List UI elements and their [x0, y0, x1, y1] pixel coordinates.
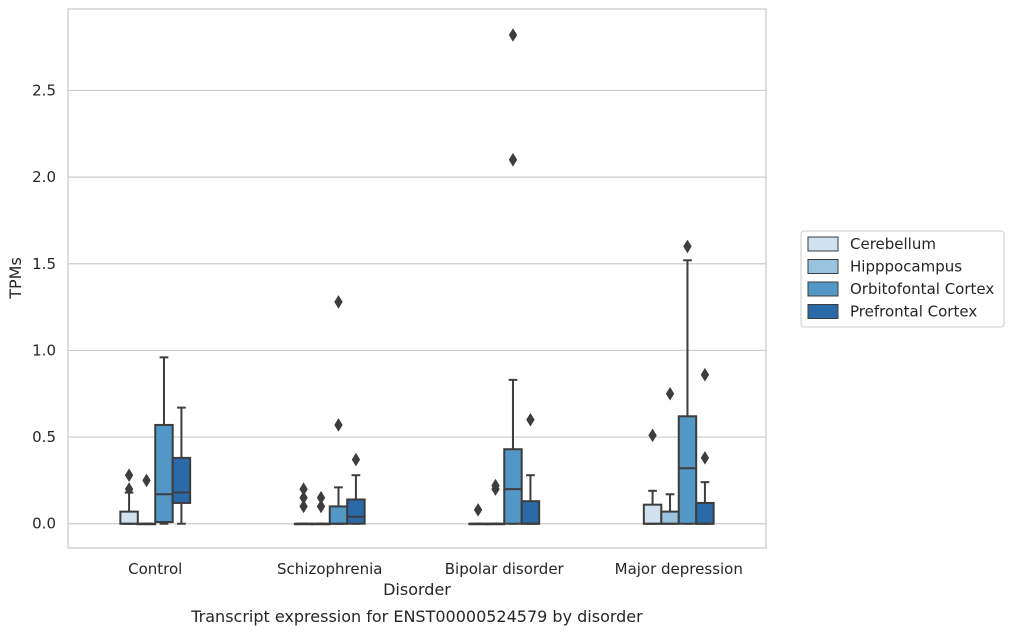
outlier-point: [508, 152, 518, 167]
y-tick-label: 2.0: [32, 168, 56, 186]
outlier-point: [334, 295, 343, 309]
legend-frame: [800, 230, 1005, 328]
plot-frame: [67, 8, 767, 549]
box-layer: [119, 28, 715, 526]
box-0-1: [136, 473, 157, 526]
legend-label: Prefrontal Cortex: [850, 303, 977, 321]
chart-caption: Transcript expression for ENST0000052457…: [190, 607, 643, 626]
outlier-point: [683, 239, 692, 254]
box-1-2: [328, 295, 349, 525]
outlier-point: [142, 473, 151, 488]
outlier-point: [526, 412, 535, 427]
box-3-2: [677, 239, 698, 525]
box-iqr: [328, 505, 349, 525]
box-0-2: [154, 356, 174, 525]
box-0-3: [171, 406, 192, 525]
x-tick-label: Schizophrenia: [277, 560, 382, 578]
box-1-0: [293, 482, 314, 526]
box-3-0: [642, 428, 663, 525]
outlier-point: [316, 490, 326, 505]
y-tick-label: 2.5: [32, 81, 56, 99]
box-iqr: [677, 415, 698, 525]
box-0-0: [119, 468, 139, 525]
outlier-point: [316, 499, 326, 514]
outlier-point: [351, 452, 361, 467]
box-3-3: [695, 367, 715, 525]
x-tick-label: Bipolar disorder: [445, 560, 565, 578]
legend-label: Hipppocampus: [850, 258, 962, 276]
outlier-point: [124, 482, 134, 496]
outlier-point: [508, 28, 518, 42]
outlier-point: [299, 482, 308, 496]
box-iqr: [119, 510, 139, 525]
x-tick-labels: Control Schizophrenia Bipolar disorder Majo…: [128, 560, 743, 578]
legend: Cerebellum Hipppocampus Orbitofontal Corte…: [800, 230, 1005, 328]
box-1-1: [311, 490, 331, 526]
box-iqr: [171, 456, 192, 504]
legend-swatch: [807, 236, 839, 252]
box-iqr: [520, 500, 541, 525]
outlier-point: [124, 468, 134, 483]
y-tick-label: 0.0: [32, 515, 56, 533]
box-1-3: [346, 452, 366, 525]
legend-swatch: [807, 259, 839, 274]
outlier-point: [700, 367, 710, 382]
legend-label: Orbitofontal Cortex: [850, 280, 994, 298]
box-iqr: [695, 501, 715, 525]
y-tick-label: 0.5: [32, 428, 56, 446]
legend-label: Cerebellum: [850, 235, 936, 253]
box-2-3: [520, 412, 541, 525]
y-tick-label: 1.0: [32, 341, 56, 359]
legend-swatch: [807, 281, 839, 297]
outlier-point: [491, 478, 500, 493]
y-tick-labels: 0.0 0.5 1.0 1.5 2.0 2.5: [32, 81, 56, 532]
outlier-point: [648, 428, 657, 443]
box-2-1: [485, 478, 506, 526]
x-axis-title: Disorder: [383, 580, 451, 599]
y-tick-label: 1.5: [32, 255, 56, 273]
outlier-point: [299, 490, 308, 505]
box-iqr: [346, 498, 366, 525]
legend-swatch: [807, 304, 839, 319]
box-iqr: [154, 423, 174, 524]
outlier-point: [473, 503, 483, 517]
x-tick-label: Major depression: [615, 560, 743, 578]
outlier-point: [334, 418, 343, 432]
y-axis-title: TPMs: [6, 257, 25, 300]
box-3-1: [660, 386, 680, 525]
x-tick-label: Control: [128, 560, 182, 578]
outlier-point: [299, 499, 308, 514]
box-iqr: [642, 503, 663, 525]
box-iqr: [503, 448, 523, 525]
box-2-0: [468, 503, 488, 526]
outlier-point: [665, 386, 675, 401]
box-2-2: [503, 28, 523, 525]
box-iqr: [660, 510, 680, 525]
outlier-point: [700, 451, 710, 465]
